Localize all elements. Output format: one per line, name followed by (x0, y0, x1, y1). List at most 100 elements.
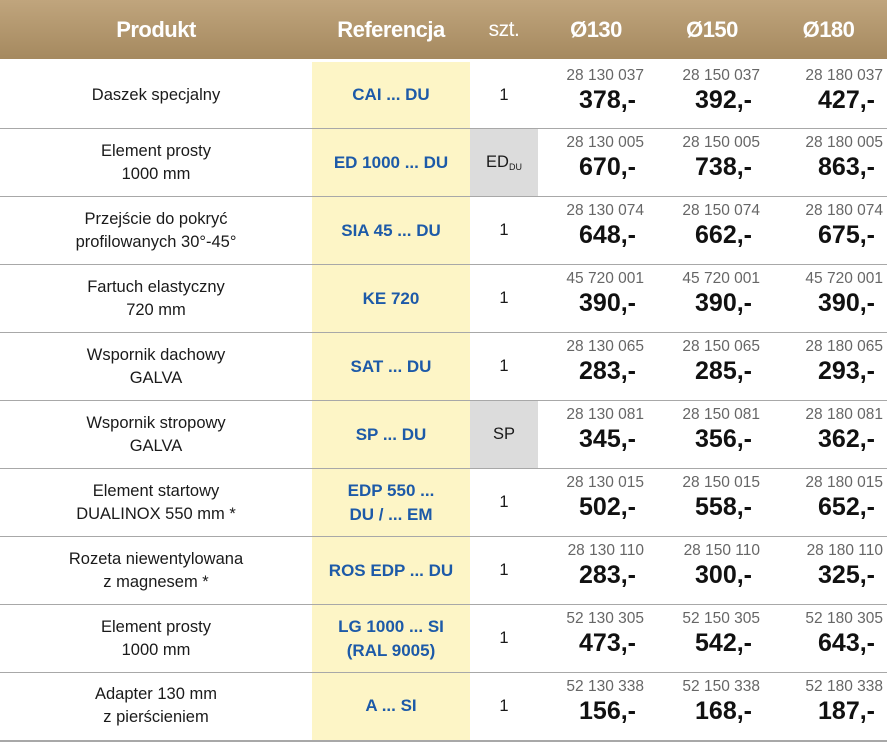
article-code: 28 180 005 (805, 134, 883, 151)
article-code: 45 720 001 (682, 270, 760, 287)
quantity: 1 (470, 468, 538, 537)
reference: ROS EDP ... DU (312, 536, 470, 605)
article-code: 28 150 037 (682, 67, 760, 84)
price-amount: 283,- (579, 357, 636, 385)
price-amount: 558,- (695, 493, 752, 521)
price-amount: 542,- (695, 629, 752, 657)
quantity-value: 1 (499, 629, 509, 647)
product-name: Fartuch elastyczny 720 mm (0, 264, 312, 333)
product-name: Wspornik stropowy GALVA (0, 400, 312, 469)
quantity-value: 1 (499, 221, 509, 239)
table-row: Przejście do pokryć profilowanych 30°-45°… (0, 196, 887, 265)
article-code: 28 130 037 (566, 67, 644, 84)
price-amount: 168,- (695, 697, 752, 725)
reference: SAT ... DU (312, 332, 470, 401)
table-body: Daszek specjalny CAI ... DU 1 28 130 037 378… (0, 60, 887, 742)
quantity: 1 (470, 672, 538, 742)
product-name-line2: GALVA (129, 436, 183, 455)
product-name-line1: Element prosty (100, 141, 212, 160)
price-cell: 52 130 305 473,- (538, 604, 654, 673)
reference: LG 1000 ... SI (RAL 9005) (312, 604, 470, 673)
price-amount: 293,- (818, 357, 875, 385)
reference-line1: SP ... DU (355, 424, 427, 444)
product-name-line2: GALVA (129, 368, 183, 387)
product-name-line1: Wspornik stropowy (86, 413, 226, 432)
price-amount: 390,- (579, 289, 636, 317)
quantity-value: 1 (499, 561, 509, 579)
price-amount: 362,- (818, 425, 875, 453)
quantity-value: 1 (499, 85, 509, 104)
table-row: Daszek specjalny CAI ... DU 1 28 130 037 378… (0, 60, 887, 129)
product-name-line1: Daszek specjalny (91, 85, 221, 104)
quantity: 1 (470, 604, 538, 673)
product-name-line1: Fartuch elastyczny (87, 277, 225, 296)
article-code: 28 180 074 (805, 202, 883, 219)
reference-line1: A ... SI (365, 696, 417, 716)
article-code: 45 720 001 (566, 270, 644, 287)
price-amount: 300,- (695, 561, 752, 589)
quantity: 1 (470, 264, 538, 333)
price-cell: 45 720 001 390,- (538, 264, 654, 333)
price-cell: 52 130 338 156,- (538, 672, 654, 742)
price-cell: 28 150 110 300,- (654, 536, 770, 605)
price-amount: 427,- (818, 86, 875, 114)
product-name: Element prosty 1000 mm (0, 128, 312, 197)
price-cell: 28 180 110 325,- (770, 536, 887, 605)
article-code: 28 150 005 (682, 134, 760, 151)
price-cell: 52 180 338 187,- (770, 672, 887, 742)
price-amount: 670,- (579, 153, 636, 181)
price-cell: 28 180 074 675,- (770, 196, 887, 265)
quantity: 1 (470, 60, 538, 129)
price-amount: 390,- (695, 289, 752, 317)
price-amount: 652,- (818, 493, 875, 521)
reference-line2: (RAL 9005) (346, 640, 436, 660)
product-name-line1: Wspornik dachowy (86, 345, 226, 364)
reference-line1: SAT ... DU (350, 356, 432, 376)
header-szt: szt. (470, 0, 538, 62)
price-cell: 28 150 065 285,- (654, 332, 770, 401)
price-amount: 285,- (695, 357, 752, 385)
price-amount: 356,- (695, 425, 752, 453)
reference: CAI ... DU (312, 60, 470, 129)
article-code: 28 130 005 (566, 134, 644, 151)
article-code: 52 180 305 (805, 610, 883, 627)
price-cell: 28 130 074 648,- (538, 196, 654, 265)
header-referencja: Referencja (312, 0, 470, 62)
article-code: 52 180 338 (805, 678, 883, 695)
price-amount: 863,- (818, 153, 875, 181)
reference-line1: CAI ... DU (352, 85, 430, 104)
product-name-line2: z magnesem * (103, 572, 209, 591)
product-name-line2: 1000 mm (121, 164, 191, 183)
article-code: 52 130 305 (566, 610, 644, 627)
product-name-line2: z pierścieniem (103, 708, 209, 727)
reference: KE 720 (312, 264, 470, 333)
price-cell: 28 180 005 863,- (770, 128, 887, 197)
table-row: Element prosty 1000 mm ED 1000 ... DU EDDU 2… (0, 128, 887, 197)
price-cell: 28 130 081 345,- (538, 400, 654, 469)
product-name-line2: 1000 mm (121, 640, 191, 659)
reference-line2: DU / ... EM (349, 504, 433, 524)
product-name: Daszek specjalny (0, 60, 312, 129)
article-code: 28 150 015 (682, 474, 760, 491)
article-code: 28 150 081 (682, 406, 760, 423)
product-name-line1: Rozeta niewentylowana (68, 549, 244, 568)
price-amount: 643,- (818, 629, 875, 657)
table-row: Element prosty 1000 mm LG 1000 ... SI (RAL … (0, 604, 887, 673)
table-row: Rozeta niewentylowana z magnesem * ROS EDP… (0, 536, 887, 605)
price-cell: 52 180 305 643,- (770, 604, 887, 673)
price-cell: 28 130 065 283,- (538, 332, 654, 401)
header-d130: Ø130 (538, 0, 654, 62)
quantity-value: ED (486, 153, 509, 171)
price-amount: 738,- (695, 153, 752, 181)
table-row: Adapter 130 mm z pierścieniem A ... SI 1 52 … (0, 672, 887, 742)
table-row: Wspornik dachowy GALVA SAT ... DU 1 28 130 0… (0, 332, 887, 401)
price-amount: 378,- (579, 86, 636, 114)
price-cell: 28 150 074 662,- (654, 196, 770, 265)
article-code: 28 180 110 (806, 542, 883, 559)
header-produkt: Produkt (0, 0, 312, 62)
price-cell: 28 130 110 283,- (538, 536, 654, 605)
article-code: 52 150 305 (682, 610, 760, 627)
article-code: 28 180 037 (805, 67, 883, 84)
price-cell: 52 150 305 542,- (654, 604, 770, 673)
product-name-line1: Przejście do pokryć (84, 209, 228, 228)
